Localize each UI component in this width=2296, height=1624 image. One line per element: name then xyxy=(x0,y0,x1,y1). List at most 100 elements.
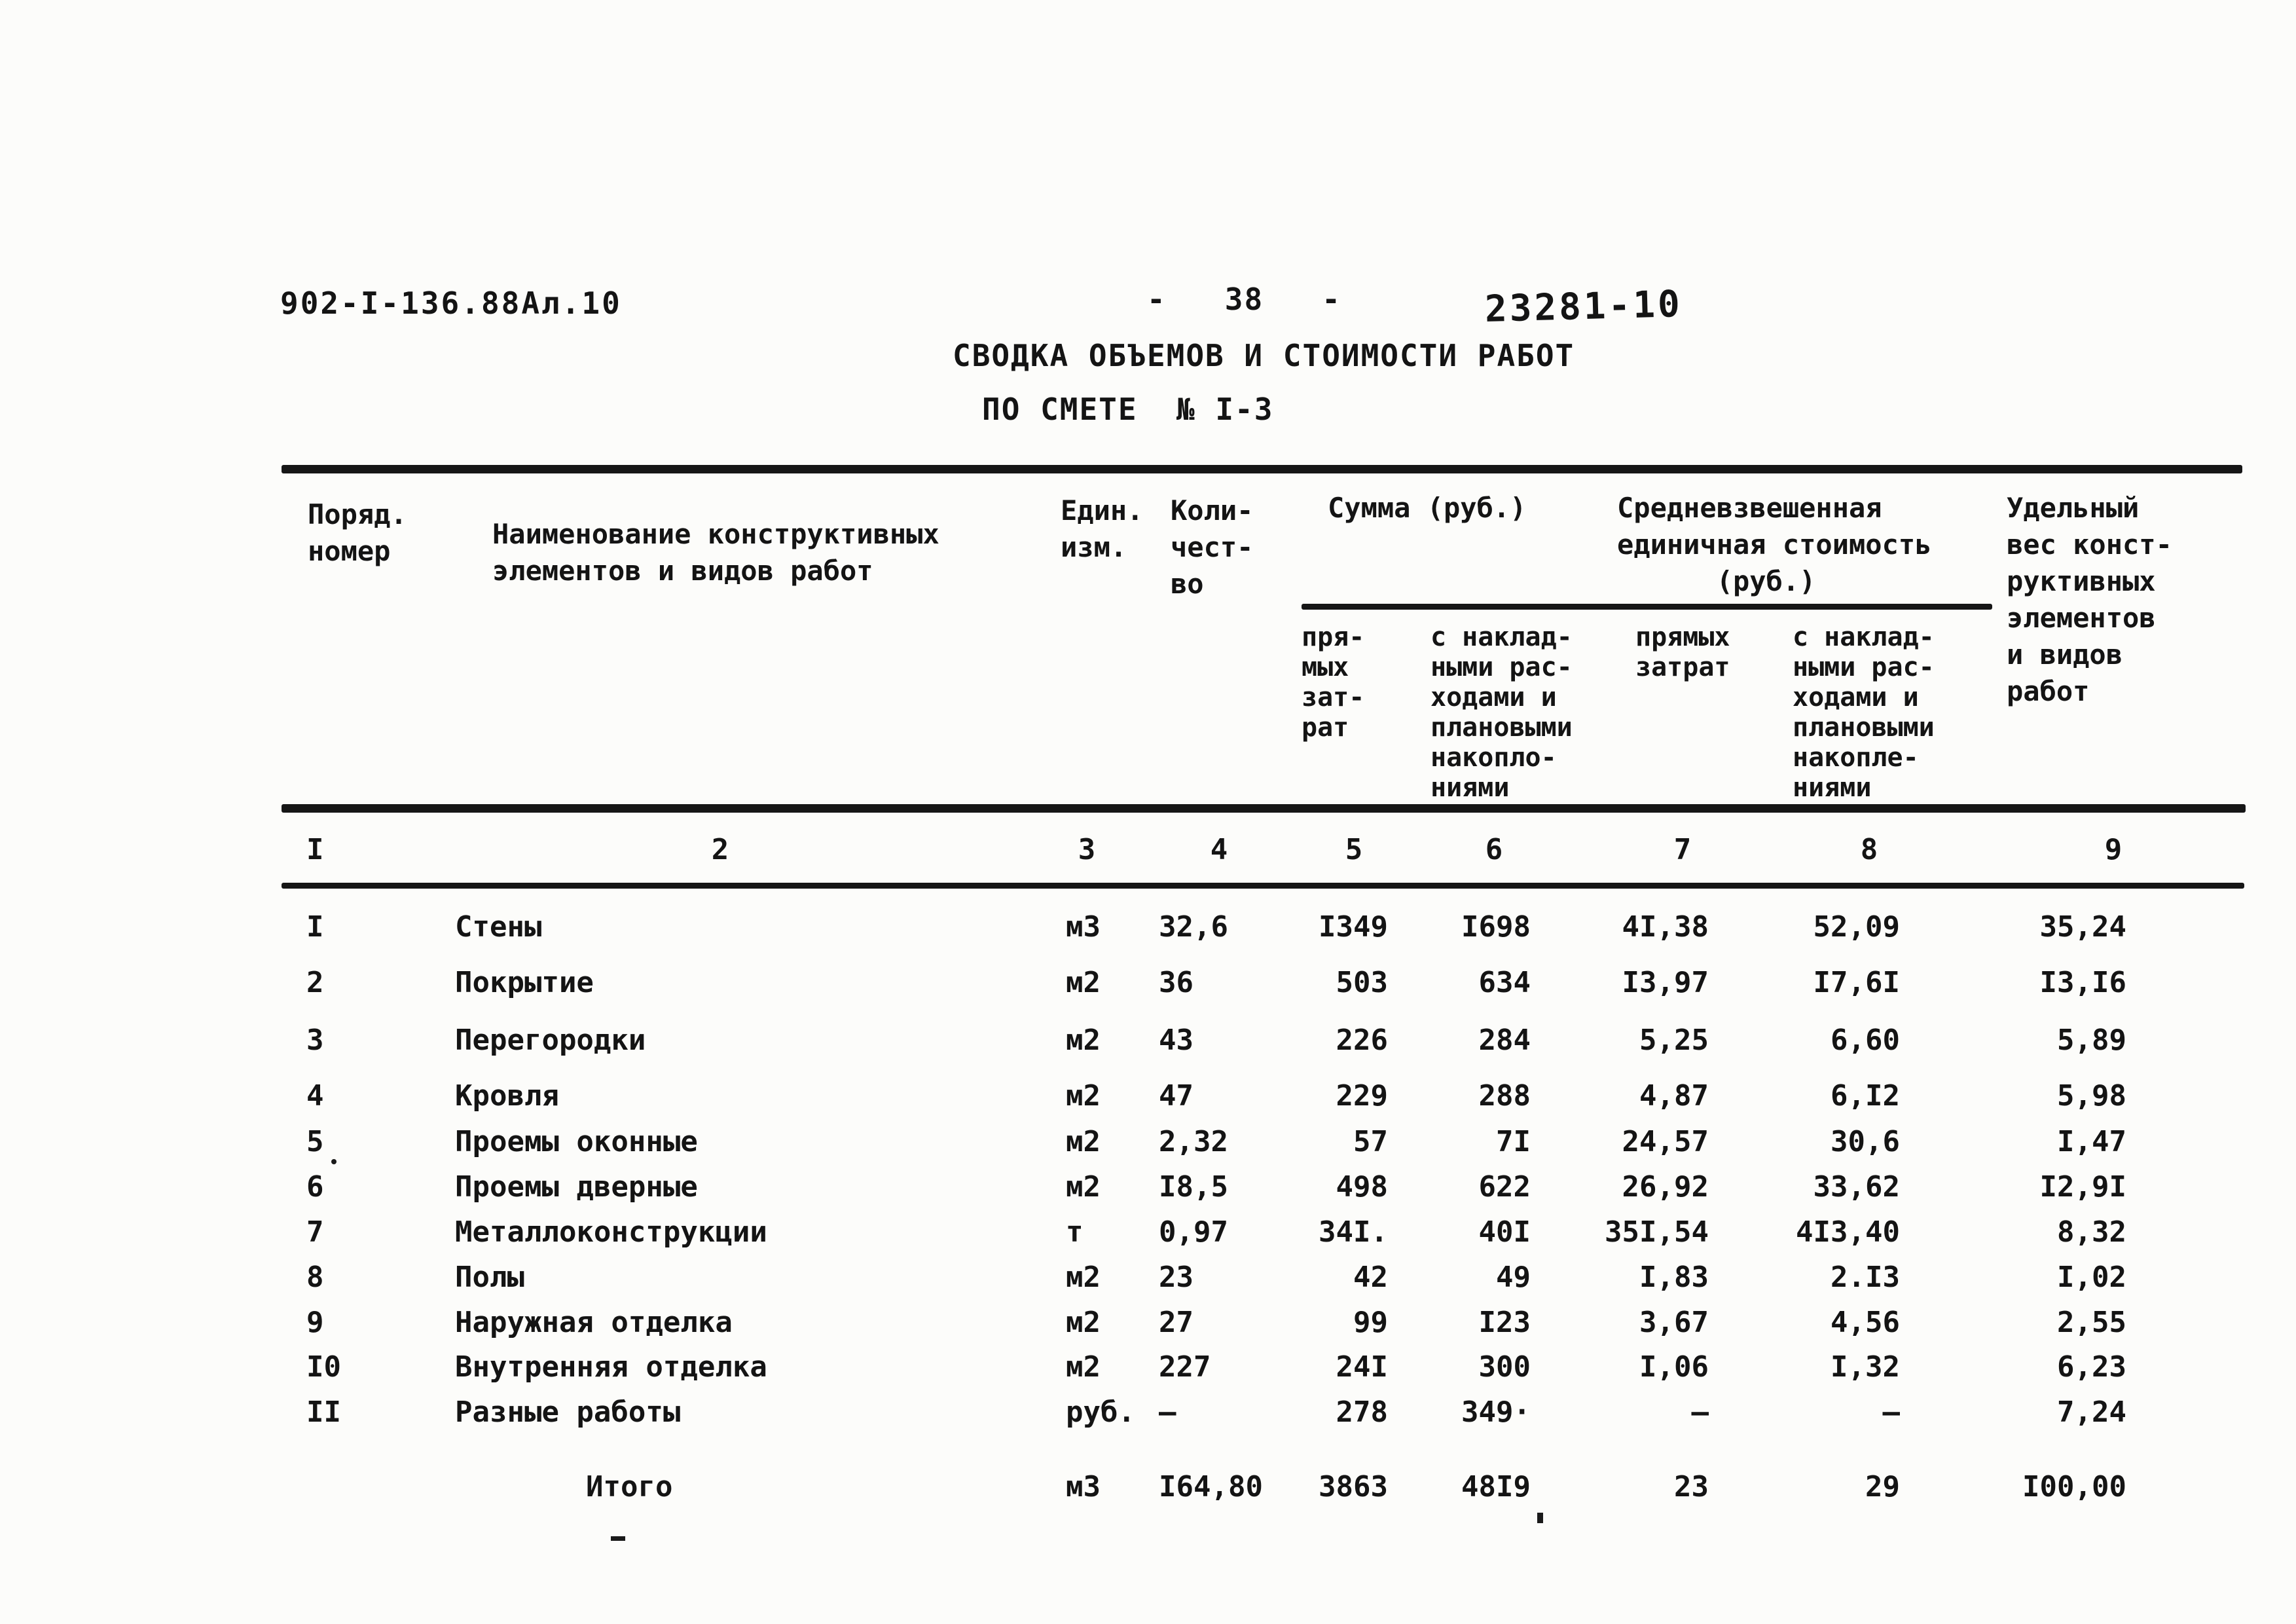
cell-direct: 24I xyxy=(1336,1350,1388,1384)
cell-name: Полы xyxy=(455,1261,524,1294)
cell-qty: 32,6 xyxy=(1159,910,1228,944)
cell-unit_overhead: 30,6 xyxy=(1831,1125,1900,1158)
cell-qty: I8,5 xyxy=(1159,1170,1228,1204)
cell-unit_direct: – xyxy=(1691,1395,1709,1429)
cell-num: 6 xyxy=(306,1170,324,1204)
header-avg-cost-group: Средневзвешенная единичная стоимость (ру… xyxy=(1617,492,1932,597)
page-number: - 38 - xyxy=(1147,282,1341,317)
header-order-number: Поряд. номер xyxy=(308,498,407,567)
cell-qty: 47 xyxy=(1159,1079,1194,1113)
cell-share: I2,9I xyxy=(2039,1170,2126,1204)
column-number-rule xyxy=(282,883,2244,889)
header-sum-group: Сумма (руб.) xyxy=(1328,492,1527,524)
cell-direct: 34I. xyxy=(1319,1215,1388,1249)
cell-overhead: 7I xyxy=(1496,1125,1531,1158)
cell-unit_overhead: 52,09 xyxy=(1813,910,1900,944)
cell-share: I,02 xyxy=(2057,1261,2126,1294)
cell-name: Внутренняя отделка xyxy=(455,1350,767,1384)
column-number: 5 xyxy=(1345,833,1363,866)
scan-artifact xyxy=(611,1536,625,1541)
cell-unit_overhead: 6,I2 xyxy=(1831,1079,1900,1113)
cell-num: 4 xyxy=(306,1079,324,1113)
column-number: 6 xyxy=(1485,833,1503,866)
cell-unit_direct: 24,57 xyxy=(1622,1125,1709,1158)
total-unit_direct: 23 xyxy=(1674,1470,1709,1504)
cell-overhead: I23 xyxy=(1478,1306,1531,1339)
cell-unit: м2 xyxy=(1066,966,1101,999)
subheader-sum-direct: пря- мых зат- рат xyxy=(1302,622,1365,743)
scan-artifact xyxy=(331,1159,337,1164)
cell-unit_direct: 3,67 xyxy=(1639,1306,1709,1339)
total-unit: м3 xyxy=(1066,1470,1101,1504)
document-series-number: 902-I-136.88Ал.10 xyxy=(280,286,622,321)
table-top-rule xyxy=(282,465,2242,473)
cell-name: Покрытие xyxy=(455,966,594,999)
column-number: 8 xyxy=(1860,833,1878,866)
cell-unit_direct: 26,92 xyxy=(1622,1170,1709,1204)
total-share: I00,00 xyxy=(2022,1470,2126,1504)
total-qty: I64,80 xyxy=(1159,1470,1263,1504)
cell-unit: руб. xyxy=(1066,1395,1135,1429)
cell-direct: 226 xyxy=(1336,1024,1388,1057)
cell-name: Наружная отделка xyxy=(455,1306,733,1339)
cell-qty: 27 xyxy=(1159,1306,1194,1339)
cell-direct: 503 xyxy=(1336,966,1388,999)
cell-qty: 36 xyxy=(1159,966,1194,999)
cell-num: II xyxy=(306,1395,341,1429)
cell-unit: м3 xyxy=(1066,910,1101,944)
cell-qty: 23 xyxy=(1159,1261,1194,1294)
cell-unit: т xyxy=(1066,1215,1084,1249)
cell-unit_overhead: 4,56 xyxy=(1831,1306,1900,1339)
cell-direct: 229 xyxy=(1336,1079,1388,1113)
cell-share: I3,I6 xyxy=(2039,966,2126,999)
cell-unit_overhead: I7,6I xyxy=(1813,966,1900,999)
cell-unit_overhead: 4I3,40 xyxy=(1796,1215,1900,1249)
total-label: Итого xyxy=(586,1470,673,1504)
cell-direct: 57 xyxy=(1353,1125,1388,1158)
cell-name: Перегородки xyxy=(455,1024,646,1057)
cell-unit: м2 xyxy=(1066,1125,1101,1158)
cell-direct: 42 xyxy=(1353,1261,1388,1294)
cell-unit: м2 xyxy=(1066,1350,1101,1384)
cell-direct: 99 xyxy=(1353,1306,1388,1339)
cell-unit: м2 xyxy=(1066,1170,1101,1204)
total-unit_overhead: 29 xyxy=(1865,1470,1900,1504)
cell-name: Кровля xyxy=(455,1079,559,1113)
cell-num: 2 xyxy=(306,966,324,999)
cell-unit: м2 xyxy=(1066,1024,1101,1057)
cell-share: I,47 xyxy=(2057,1125,2126,1158)
column-number: 2 xyxy=(711,833,729,866)
cell-overhead: 284 xyxy=(1478,1024,1531,1057)
cell-share: 35,24 xyxy=(2039,910,2126,944)
cell-overhead: 634 xyxy=(1478,966,1531,999)
cell-share: 8,32 xyxy=(2057,1215,2126,1249)
cell-share: 5,98 xyxy=(2057,1079,2126,1113)
cell-overhead: 349· xyxy=(1461,1395,1531,1429)
column-number: 3 xyxy=(1078,833,1096,866)
cell-unit_direct: I,06 xyxy=(1639,1350,1709,1384)
cell-direct: 498 xyxy=(1336,1170,1388,1204)
subheader-rule xyxy=(1302,604,1992,610)
document-title-line1: СВОДКА ОБЪЕМОВ И СТОИМОСТИ РАБОТ xyxy=(953,338,1575,373)
cell-unit_direct: 5,25 xyxy=(1639,1024,1709,1057)
cell-qty: 227 xyxy=(1159,1350,1211,1384)
cell-unit_direct: 4I,38 xyxy=(1622,910,1709,944)
cell-direct: I349 xyxy=(1319,910,1388,944)
cell-name: Проемы дверные xyxy=(455,1170,698,1204)
cell-overhead: 40I xyxy=(1478,1215,1531,1249)
cell-direct: 278 xyxy=(1336,1395,1388,1429)
header-share-weight: Удельный вес конст- руктивных элементов … xyxy=(2007,492,2172,707)
cell-num: I xyxy=(306,910,324,944)
cell-share: 6,23 xyxy=(2057,1350,2126,1384)
column-number: 7 xyxy=(1673,833,1692,866)
cell-unit_direct: I3,97 xyxy=(1622,966,1709,999)
cell-share: 5,89 xyxy=(2057,1024,2126,1057)
cell-overhead: I698 xyxy=(1461,910,1531,944)
cell-unit_direct: 35I,54 xyxy=(1605,1215,1709,1249)
cell-qty: 2,32 xyxy=(1159,1125,1228,1158)
cell-overhead: 49 xyxy=(1496,1261,1531,1294)
cell-num: 3 xyxy=(306,1024,324,1057)
cell-num: 5 xyxy=(306,1125,324,1158)
column-number: 9 xyxy=(2104,833,2123,866)
